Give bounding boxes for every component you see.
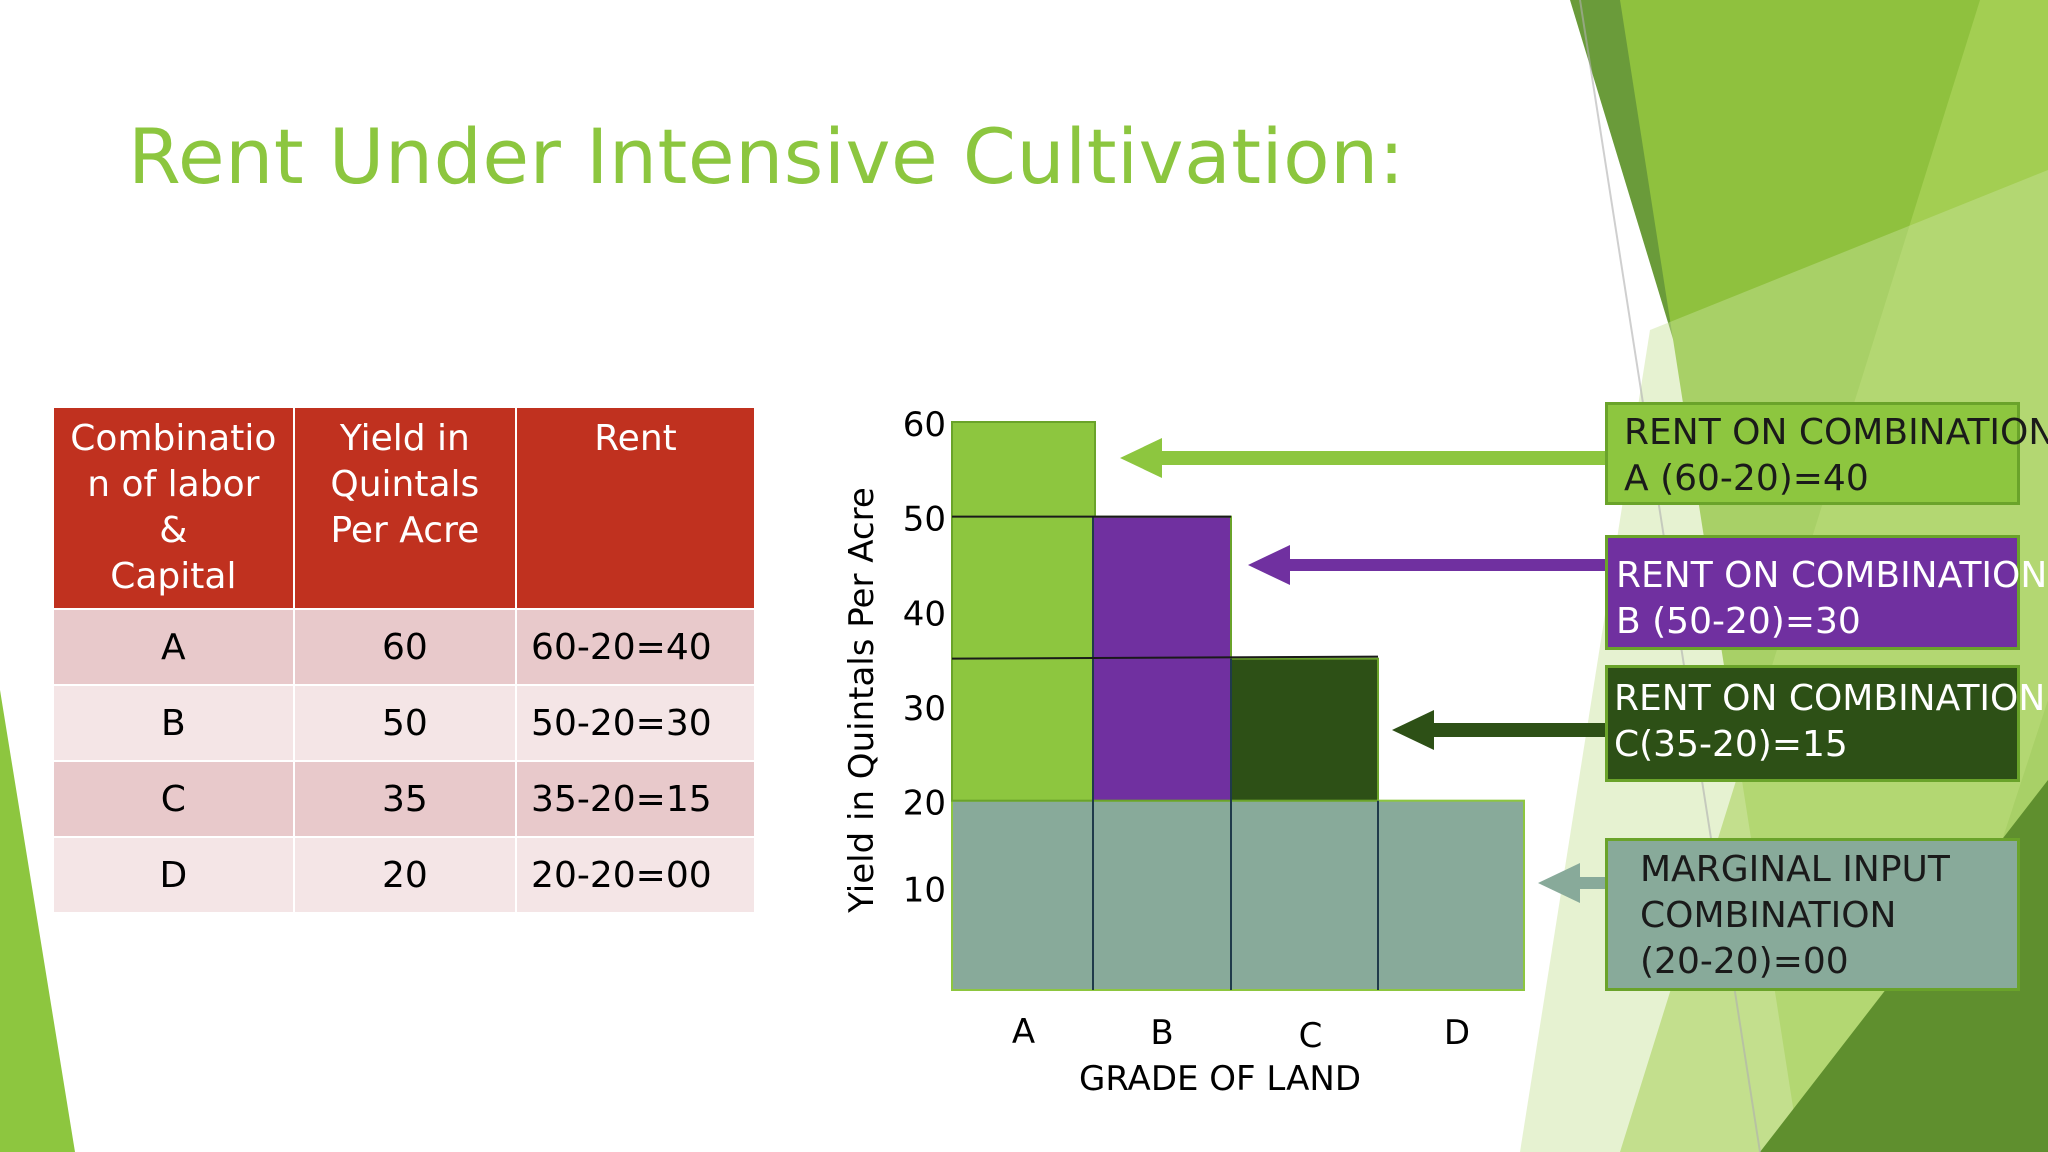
cell-rent: 50-20=30 [517, 686, 754, 760]
callout-text: MARGINAL INPUT [1640, 849, 1950, 890]
callout-text: COMBINATION [1640, 895, 1897, 936]
header-line: Capital [110, 556, 237, 597]
callout-text: A (60-20)=40 [1624, 458, 1869, 499]
table-header-row: Combinatio n of labor & Capital Yield in… [54, 408, 754, 608]
header-line: Quintals [330, 464, 480, 505]
callout-text: B (50-20)=30 [1616, 601, 1861, 642]
rent-table: Combinatio n of labor & Capital Yield in… [52, 406, 756, 914]
y-tick-label: 40 [903, 594, 946, 634]
cell-yield: 20 [294, 838, 516, 912]
callout-rent-b: RENT ON COMBINATION B (50-20)=30 [1605, 535, 2048, 650]
arrow-head [1120, 438, 1162, 478]
cell-yield: 35 [294, 762, 516, 836]
table-row: D 20 20-20=00 [54, 838, 754, 912]
table-row: A 60 60-20=40 [54, 610, 754, 684]
arrow-shaft [1154, 451, 1605, 465]
bar-rent-c [1230, 657, 1379, 802]
callout-text: (20-20)=00 [1640, 941, 1849, 982]
y-tick-label: 30 [903, 689, 946, 729]
cell-yield: 50 [294, 686, 516, 760]
y-tick-label: 60 [903, 405, 946, 445]
header-line: Combinatio [70, 418, 277, 459]
header-rent: Rent [517, 408, 754, 608]
header-line: Per Acre [330, 510, 480, 551]
cell-combination: A [54, 610, 293, 684]
callout-rent-c: RENT ON COMBINATION C(35-20)=15 [1605, 665, 2046, 782]
cell-combination: B [54, 686, 293, 760]
cell-combination: C [54, 762, 293, 836]
x-axis-title: GRADE OF LAND [1079, 1059, 1361, 1099]
bar-base-b [1092, 799, 1232, 992]
callout-marginal: MARGINAL INPUT COMBINATION (20-20)=00 [1605, 838, 2020, 991]
callout-text: RENT ON COMBINATION [1616, 555, 2048, 596]
table-row: B 50 50-20=30 [54, 686, 754, 760]
header-line: Rent [594, 418, 677, 459]
arrow-head [1392, 710, 1434, 750]
cell-rent: 20-20=00 [517, 838, 754, 912]
arrow-head [1538, 863, 1580, 903]
cell-rent: 35-20=15 [517, 762, 754, 836]
x-tick-label: B [1150, 1013, 1173, 1053]
bar-base-c [1230, 799, 1379, 992]
arrow-rent-c [1392, 710, 1605, 750]
bar-rent-a [951, 421, 1096, 802]
y-tick-label: 20 [903, 784, 946, 824]
level-line-c [951, 655, 1379, 660]
header-line: n of labor [87, 464, 260, 505]
arrow-head [1248, 545, 1290, 585]
arrow-shaft [1426, 723, 1605, 737]
header-combination: Combinatio n of labor & Capital [54, 408, 293, 608]
arrow-rent-a [1120, 438, 1605, 478]
bar-base-a [951, 799, 1096, 992]
cell-rent: 60-20=40 [517, 610, 754, 684]
cell-yield: 60 [294, 610, 516, 684]
header-line: Yield in [339, 418, 470, 459]
header-line: & [159, 510, 188, 551]
x-tick-label: C [1299, 1016, 1323, 1056]
page-title: Rent Under Intensive Cultivation: [128, 112, 1405, 201]
table-row: C 35 35-20=15 [54, 762, 754, 836]
cell-combination: D [54, 838, 293, 912]
callout-text: RENT ON COMBINATION [1624, 412, 2048, 453]
y-tick-label: 50 [903, 500, 946, 540]
arrow-shaft [1572, 877, 1605, 889]
arrow-rent-b [1248, 545, 1605, 585]
bar-base-d [1377, 799, 1525, 992]
callout-text: C(35-20)=15 [1614, 724, 1848, 765]
x-tick-label: D [1444, 1013, 1470, 1053]
y-tick-label: 10 [903, 870, 946, 910]
callout-rent-a: RENT ON COMBINATION A (60-20)=40 [1605, 402, 2048, 505]
arrow-marginal [1538, 863, 1605, 903]
y-axis-title: Yield in Quintals Per Acre [842, 487, 882, 914]
callout-text: RENT ON COMBINATION [1614, 678, 2046, 719]
decor-shape-left [0, 690, 75, 1152]
header-yield: Yield in Quintals Per Acre [294, 408, 516, 608]
arrow-shaft [1282, 559, 1605, 571]
x-tick-label: A [1012, 1012, 1035, 1052]
